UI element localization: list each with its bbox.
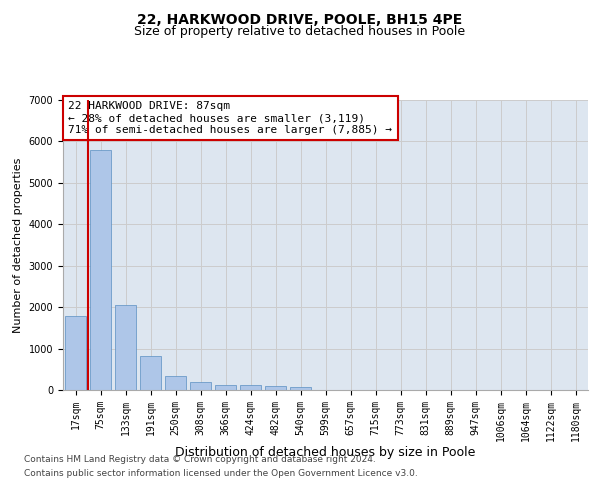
- Bar: [165, 376, 186, 390]
- Bar: [140, 356, 161, 390]
- Bar: [190, 382, 211, 390]
- Text: 22 HARKWOOD DRIVE: 87sqm
← 28% of detached houses are smaller (3,119)
71% of sem: 22 HARKWOOD DRIVE: 87sqm ← 28% of detach…: [68, 102, 392, 134]
- Bar: [115, 304, 136, 390]
- Y-axis label: Number of detached properties: Number of detached properties: [13, 158, 23, 332]
- Bar: [240, 386, 261, 390]
- X-axis label: Distribution of detached houses by size in Poole: Distribution of detached houses by size …: [175, 446, 476, 460]
- Text: Contains public sector information licensed under the Open Government Licence v3: Contains public sector information licen…: [24, 469, 418, 478]
- Text: Size of property relative to detached houses in Poole: Size of property relative to detached ho…: [134, 25, 466, 38]
- Bar: [65, 316, 86, 390]
- Bar: [290, 386, 311, 390]
- Bar: [215, 385, 236, 390]
- Text: Contains HM Land Registry data © Crown copyright and database right 2024.: Contains HM Land Registry data © Crown c…: [24, 456, 376, 464]
- Bar: [90, 150, 111, 390]
- Bar: [265, 386, 286, 390]
- Text: 22, HARKWOOD DRIVE, POOLE, BH15 4PE: 22, HARKWOOD DRIVE, POOLE, BH15 4PE: [137, 12, 463, 26]
